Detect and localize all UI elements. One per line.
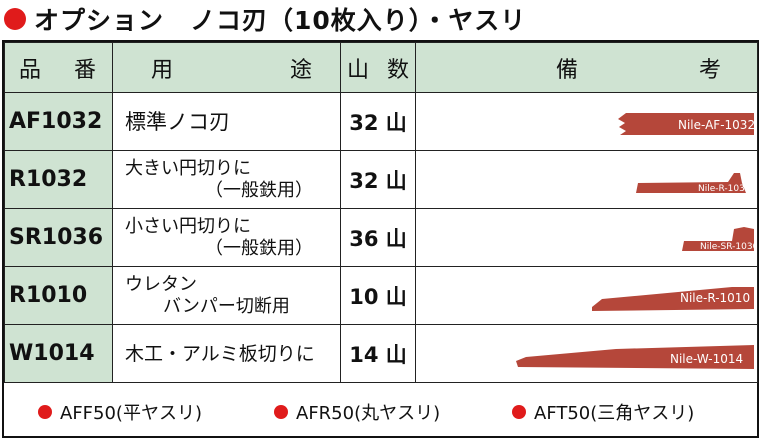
product-use: 小さい円切りに （一般鉄用） bbox=[112, 208, 341, 267]
red-bullet-icon bbox=[4, 8, 26, 30]
blade-image-cell: Nile-R-1032 bbox=[415, 150, 758, 209]
table-row: SR1036 小さい円切りに （一般鉄用） 36 山 Nile-SR-1036 bbox=[4, 208, 758, 267]
teeth-count: 36 山 bbox=[340, 208, 416, 267]
product-code: AF1032 bbox=[4, 92, 113, 151]
file-option: AFR50(丸ヤスリ) bbox=[274, 399, 440, 425]
red-bullet-icon bbox=[38, 404, 52, 419]
header-note: 備考 bbox=[415, 42, 758, 93]
file-options-row: AFF50(平ヤスリ) AFR50(丸ヤスリ) AFT50(三角ヤスリ) bbox=[4, 387, 757, 436]
blade-image-cell: Nile-W-1014 bbox=[415, 324, 758, 383]
product-use: 木工・アルミ板切りに bbox=[112, 324, 341, 383]
red-bullet-icon bbox=[512, 404, 526, 419]
page-title: オプション ノコ刃（10枚入り）・ヤスリ bbox=[34, 6, 527, 35]
table-row: W1014 木工・アルミ板切りに 14 山 Nile-W-1014 bbox=[4, 324, 758, 383]
saw-blade-image: Nile-AF-1032 bbox=[618, 113, 755, 135]
blade-label: Nile-R-1032 bbox=[698, 184, 751, 194]
blade-label: Nile-AF-1032 bbox=[678, 118, 755, 132]
saw-blade-image: Nile-R-1032 bbox=[636, 173, 751, 194]
options-table: 品番 用途 山数 備考 AF1032 標準ノコ刃 32 山 Nile-AF-10… bbox=[4, 42, 758, 383]
table-row: R1010 ウレタン バンパー切断用 10 山 Nile-R-1010 bbox=[4, 266, 758, 325]
file-option-label: AFF50(平ヤスリ) bbox=[60, 402, 202, 424]
blade-image-cell: Nile-R-1010 bbox=[415, 266, 758, 325]
red-bullet-icon bbox=[274, 404, 288, 419]
file-option-label: AFT50(三角ヤスリ) bbox=[534, 402, 695, 424]
blade-image-cell: Nile-SR-1036 bbox=[415, 208, 758, 267]
header-teeth: 山数 bbox=[340, 42, 416, 93]
product-code: R1032 bbox=[4, 150, 113, 209]
header-code: 品番 bbox=[4, 42, 113, 93]
table-row: AF1032 標準ノコ刃 32 山 Nile-AF-1032 bbox=[4, 92, 758, 151]
options-table-frame: 品番 用途 山数 備考 AF1032 標準ノコ刃 32 山 Nile-AF-10… bbox=[2, 40, 759, 438]
saw-blade-image: Nile-SR-1036 bbox=[682, 227, 758, 252]
teeth-count: 14 山 bbox=[340, 324, 416, 383]
file-option: AFF50(平ヤスリ) bbox=[38, 399, 202, 425]
page-title-area: オプション ノコ刃（10枚入り）・ヤスリ bbox=[4, 2, 526, 36]
file-option-label: AFR50(丸ヤスリ) bbox=[296, 402, 441, 424]
table-row: R1032 大きい円切りに （一般鉄用） 32 山 Nile-R-1032 bbox=[4, 150, 758, 209]
blade-label: Nile-W-1014 bbox=[670, 352, 743, 366]
blade-label: Nile-SR-1036 bbox=[700, 242, 758, 252]
teeth-count: 32 山 bbox=[340, 92, 416, 151]
teeth-count: 10 山 bbox=[340, 266, 416, 325]
product-use: 大きい円切りに （一般鉄用） bbox=[112, 150, 341, 209]
teeth-count: 32 山 bbox=[340, 150, 416, 209]
product-code: W1014 bbox=[4, 324, 113, 383]
product-use: ウレタン バンパー切断用 bbox=[112, 266, 341, 325]
header-use: 用途 bbox=[112, 42, 341, 93]
saw-blade-image: Nile-R-1010 bbox=[592, 287, 754, 311]
table-header-row: 品番 用途 山数 備考 bbox=[4, 42, 758, 93]
file-option: AFT50(三角ヤスリ) bbox=[512, 399, 694, 425]
blade-label: Nile-R-1010 bbox=[680, 291, 750, 305]
blade-image-cell: Nile-AF-1032 bbox=[415, 92, 758, 151]
product-use: 標準ノコ刃 bbox=[112, 92, 341, 151]
product-code: R1010 bbox=[4, 266, 113, 325]
saw-blade-image: Nile-W-1014 bbox=[516, 345, 754, 369]
product-code: SR1036 bbox=[4, 208, 113, 267]
